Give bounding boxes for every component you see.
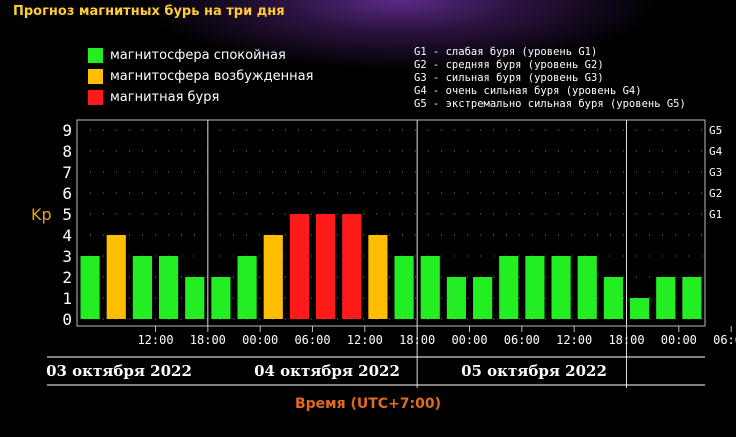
legend-label-quiet: магнитосфера спокойная [110,48,286,63]
x-tick-label: 18:00 [190,333,226,347]
kp-bar [577,256,597,319]
kp-bar [263,235,283,319]
y-tick-label: 4 [62,226,72,245]
y-tick-label: 9 [62,121,72,140]
x-tick-label: 12:00 [137,333,173,347]
kp-bar [525,256,545,319]
storm-level-g2: G2 - средняя буря (уровень G2) [414,59,604,71]
y-tick-label: 2 [62,268,72,287]
x-tick-label: 12:00 [556,333,592,347]
g-level-tick-label: G2 [709,187,722,200]
kp-bar [316,214,336,319]
y-tick-label: 8 [62,142,72,161]
kp-bar [499,256,519,319]
kp-bar [368,235,388,319]
kp-bar [473,277,493,319]
x-tick-label: 18:00 [399,333,435,347]
g-level-tick-label: G4 [709,145,723,158]
x-tick-label: 18:00 [608,333,644,347]
kp-bar [630,298,650,319]
legend-label-excited: магнитосфера возбужденная [110,69,314,84]
storm-level-g4: G4 - очень сильная буря (уровень G4) [414,85,642,97]
x-axis-title: Время (UTC+7:00) [294,396,442,412]
legend-item-quiet: магнитосфера спокойная [88,47,286,64]
kp-bar [159,256,179,319]
day-label: 05 октября 2022 [461,362,607,380]
storm-level-g3: G3 - сильная буря (уровень G3) [414,72,604,84]
day-label: 03 октября 2022 [46,362,192,380]
kp-bar [420,256,440,319]
x-tick-label: 06:00 [504,333,540,347]
y-tick-label: 5 [62,205,72,224]
plot-frame [76,119,706,327]
kp-bar [80,256,100,319]
g-level-tick-label: G3 [709,166,722,179]
kp-bar [446,277,466,319]
kp-bar [185,277,205,319]
y-tick-label: 6 [62,184,72,203]
g-level-tick-label: G5 [709,124,722,137]
kp-bar [132,256,152,319]
y-tick-label: 0 [62,310,72,329]
x-tick-label: 06:00 [713,333,736,347]
kp-bar [237,256,257,319]
y-tick-label: 3 [62,247,72,266]
legend-swatch-storm [88,90,103,105]
x-tick-label: 12:00 [347,333,383,347]
storm-level-g5: G5 - экстремально сильная буря (уровень … [414,98,686,110]
x-tick-label: 00:00 [661,333,697,347]
day-label: 04 октября 2022 [254,362,400,380]
kp-bar [551,256,571,319]
y-axis-title: Kp [31,205,52,224]
legend-item-storm: магнитная буря [88,89,219,106]
legend-swatch-excited [88,69,103,84]
storm-level-g1: G1 - слабая буря (уровень G1) [414,46,598,58]
kp-bar [211,277,231,319]
kp-bar [394,256,414,319]
kp-bar [603,277,623,319]
y-tick-label: 1 [62,289,72,308]
y-tick-label: 7 [62,163,72,182]
g-level-tick-label: G1 [709,208,722,221]
legend-item-excited: магнитосфера возбужденная [88,68,313,85]
legend-label-storm: магнитная буря [110,90,220,105]
kp-bar [289,214,309,319]
kp-bar [656,277,676,319]
x-tick-label: 00:00 [242,333,278,347]
page-title: Прогноз магнитных бурь на три дня [13,4,285,19]
legend-swatch-quiet [88,48,103,63]
kp-bar [106,235,126,319]
x-tick-label: 00:00 [451,333,487,347]
kp-bar [342,214,362,319]
kp-bar [682,277,702,319]
x-tick-label: 06:00 [294,333,330,347]
